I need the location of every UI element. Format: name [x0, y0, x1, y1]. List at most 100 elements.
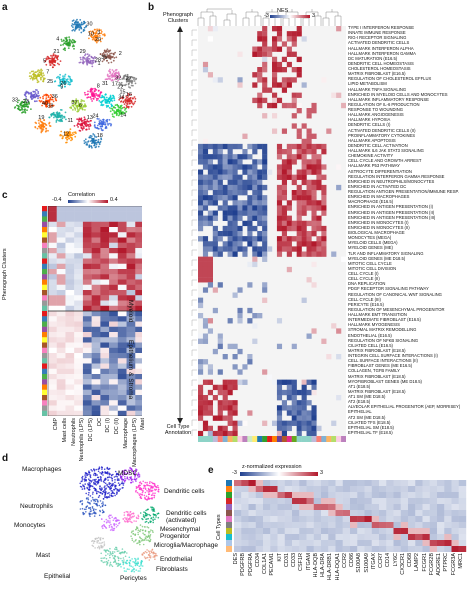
- gene-label: KIT: [276, 553, 283, 562]
- correlation-cell: [56, 410, 66, 416]
- heatmap-cell: [272, 113, 278, 119]
- umap-point: [140, 564, 142, 567]
- umap-point: [146, 526, 148, 528]
- correlation-cell: [91, 206, 101, 212]
- heatmap-cell: [276, 149, 283, 155]
- cluster-point: [94, 126, 97, 129]
- umap-point: [110, 489, 113, 492]
- heatmap-cell: [272, 379, 278, 385]
- heatmap-cell: [247, 241, 253, 247]
- umap-point: [103, 524, 105, 526]
- heatmap-cell: [232, 154, 238, 160]
- umap-point: [102, 480, 105, 483]
- cluster-color-swatch: [42, 395, 47, 401]
- umap-point: [133, 473, 136, 475]
- umap-point: [100, 473, 103, 475]
- expression-cell: [277, 534, 285, 541]
- pathway-label: FIBROBLAST GENES (ME E16.5): [348, 363, 413, 369]
- umap-point: [139, 543, 141, 546]
- pathway-label: MITOTIC CELL DIVISION: [348, 265, 397, 271]
- expression-cell: [248, 504, 256, 511]
- heatmap-cell: [207, 405, 213, 411]
- cluster-point: [118, 81, 121, 84]
- expression-cell: [371, 480, 380, 487]
- heatmap-cell: [301, 425, 307, 432]
- expression-cell: [263, 540, 271, 547]
- cluster-point: [133, 76, 136, 79]
- umap-point: [138, 540, 140, 542]
- heatmap-cell: [276, 36, 283, 42]
- heatmap-cell: [286, 154, 292, 160]
- umap-point: [92, 474, 95, 476]
- cluster-point: [97, 127, 99, 130]
- expression-cell: [393, 498, 401, 505]
- umap-point: [97, 536, 100, 539]
- heatmap-cell: [311, 225, 317, 232]
- cluster-color-swatch: [42, 258, 47, 264]
- cluster-point: [127, 100, 130, 102]
- heatmap-cell: [227, 405, 233, 411]
- expression-cell: [328, 528, 336, 535]
- correlation-cell: [117, 342, 127, 348]
- heatmap-cell: [306, 108, 312, 114]
- umap-point: [152, 516, 155, 518]
- umap-point: [89, 506, 92, 509]
- cluster-point: [133, 102, 136, 104]
- cluster-point: [111, 104, 114, 107]
- expression-cell: [342, 480, 351, 487]
- cluster-point: [64, 85, 66, 88]
- heatmap-cell: [286, 102, 292, 109]
- umap-point: [128, 518, 131, 520]
- expression-cell: [313, 492, 322, 499]
- expression-cell: [451, 486, 459, 493]
- expression-cell: [429, 540, 438, 547]
- umap-point: [147, 539, 150, 542]
- correlation-cell: [135, 253, 142, 259]
- umap-point: [132, 530, 135, 532]
- umap-point: [91, 496, 94, 499]
- heatmap-cell: [316, 205, 322, 211]
- expression-cell: [415, 480, 423, 487]
- heatmap-cell: [202, 184, 209, 191]
- pathway-label: ENRICHED IN MACROPHAGES: [348, 194, 410, 200]
- heatmap-cell: [217, 149, 223, 155]
- heatmap-cell: [286, 236, 292, 242]
- cluster-point: [82, 58, 84, 60]
- pathway-label: HALLMARK HYPOXIA: [348, 117, 391, 123]
- umap-point: [133, 515, 136, 517]
- umap-point: [98, 478, 100, 481]
- umap-point: [109, 563, 111, 565]
- expression-cell: [415, 486, 423, 493]
- cluster-point: [81, 99, 84, 102]
- heatmap-cell: [237, 348, 243, 355]
- cluster-point: [36, 81, 39, 84]
- cluster-point: [89, 30, 92, 33]
- pathway-label: TYPE I INTERFERON RESPONSE: [348, 26, 415, 30]
- cluster-point: [54, 97, 57, 100]
- cluster-point: [49, 106, 51, 109]
- expression-cell: [321, 504, 329, 511]
- gene-label: ADGRE1: [436, 553, 442, 576]
- correlation-cell: [109, 363, 119, 369]
- expression-cell: [437, 504, 445, 511]
- umap-point: [130, 516, 133, 519]
- cluster-point: [96, 99, 98, 102]
- heatmap-cell: [286, 215, 292, 221]
- heatmap-cell: [262, 287, 268, 293]
- heatmap-cell: [281, 231, 287, 237]
- expression-cell: [234, 510, 242, 517]
- heatmap-cell: [281, 425, 287, 432]
- cluster-point: [76, 107, 79, 110]
- expression-cell: [371, 522, 380, 529]
- expression-cell: [350, 522, 358, 529]
- cluster-point: [71, 38, 74, 41]
- expression-cell: [335, 498, 343, 505]
- cluster-point: [97, 97, 99, 100]
- umap-point: [126, 568, 129, 570]
- umap-point: [89, 474, 92, 476]
- cluster-point: [63, 77, 66, 80]
- umap-point: [130, 478, 133, 481]
- heatmap-cell: [198, 220, 204, 227]
- cluster-point: [77, 100, 79, 103]
- expression-cell: [437, 480, 445, 487]
